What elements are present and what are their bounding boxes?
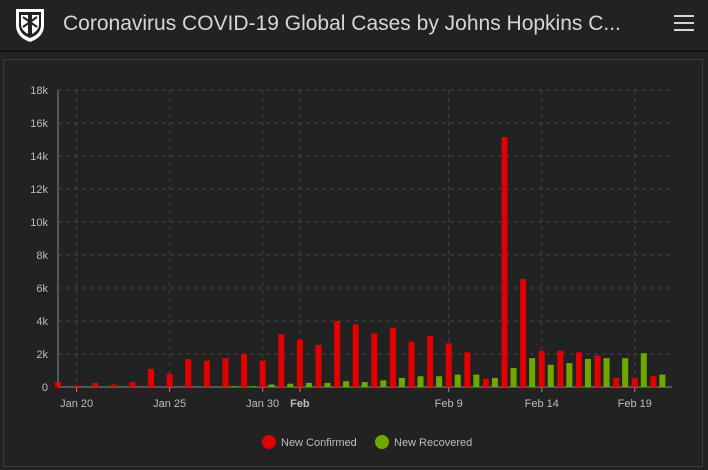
new-recovered-bar[interactable] — [324, 382, 331, 387]
new-recovered-bar[interactable] — [584, 358, 591, 387]
new-confirmed-bar[interactable] — [445, 343, 452, 387]
x-tick-label: Jan 20 — [60, 398, 93, 410]
new-confirmed-bar[interactable] — [110, 384, 117, 387]
legend-swatch-new-recovered — [375, 435, 389, 449]
new-recovered-bar[interactable] — [436, 376, 443, 387]
new-confirmed-bar[interactable] — [55, 382, 61, 387]
y-tick-label: 6k — [36, 283, 48, 295]
new-confirmed-bar[interactable] — [557, 350, 564, 387]
new-recovered-bar[interactable] — [417, 376, 424, 387]
new-recovered-bar[interactable] — [529, 358, 536, 387]
new-recovered-bar[interactable] — [380, 380, 387, 387]
x-tick-label: Feb 19 — [618, 398, 652, 410]
chart-panel: 0 2k 4k 6k 8k 10k 12k 14k 16k 18k Jan 20 Jan 25 Jan … — [3, 59, 703, 467]
new-confirmed-bar[interactable] — [73, 385, 80, 387]
daily-cases-chart: 0 2k 4k 6k 8k 10k 12k 14k 16k 18k Jan 20 Jan 25 Jan … — [30, 85, 672, 449]
new-recovered-bar[interactable] — [510, 368, 517, 387]
y-tick-label: 12k — [30, 184, 48, 196]
new-confirmed-bar[interactable] — [501, 137, 508, 387]
new-recovered-bar[interactable] — [603, 358, 610, 387]
legend-label-new-confirmed[interactable]: New Confirmed — [281, 437, 357, 449]
new-confirmed-bar[interactable] — [203, 360, 210, 387]
new-recovered-bar[interactable] — [566, 363, 573, 387]
y-tick-label: 14k — [30, 151, 48, 163]
new-confirmed-bar[interactable] — [464, 352, 471, 387]
new-recovered-bar[interactable] — [305, 382, 312, 387]
x-tick-label: Jan 30 — [246, 398, 279, 410]
new-recovered-bar[interactable] — [268, 384, 275, 387]
new-confirmed-bar[interactable] — [427, 335, 434, 387]
y-tick-label: 16k — [30, 118, 48, 130]
new-confirmed-bar[interactable] — [148, 368, 155, 387]
new-recovered-bar[interactable] — [454, 374, 461, 387]
new-confirmed-bar[interactable] — [334, 321, 341, 387]
new-confirmed-bar[interactable] — [408, 341, 415, 387]
new-confirmed-bar[interactable] — [482, 378, 489, 387]
new-confirmed-bar[interactable] — [92, 382, 99, 387]
y-tick-label: 18k — [30, 85, 48, 97]
new-confirmed-bar[interactable] — [185, 358, 192, 387]
y-tick-label: 0 — [42, 382, 48, 394]
app-header: Coronavirus COVID-19 Global Cases by Joh… — [0, 0, 708, 52]
new-confirmed-bar[interactable] — [520, 278, 527, 387]
new-confirmed-bar[interactable] — [389, 327, 396, 387]
new-recovered-bar[interactable] — [547, 364, 554, 387]
x-tick-label: Feb 14 — [525, 398, 559, 410]
x-tick-label: Feb — [290, 398, 310, 410]
y-tick-label: 2k — [36, 349, 48, 361]
legend-label-new-recovered[interactable]: New Recovered — [394, 437, 472, 449]
new-confirmed-bar[interactable] — [650, 376, 657, 387]
y-tick-label: 4k — [36, 316, 48, 328]
new-recovered-bar[interactable] — [231, 386, 238, 387]
legend-swatch-new-confirmed — [262, 435, 276, 449]
new-confirmed-bar[interactable] — [166, 373, 173, 387]
new-confirmed-bar[interactable] — [631, 377, 638, 387]
new-confirmed-bar[interactable] — [352, 324, 359, 387]
new-confirmed-bar[interactable] — [222, 358, 229, 387]
new-confirmed-bar[interactable] — [575, 352, 582, 387]
x-tick-label: Feb 9 — [435, 398, 463, 410]
new-confirmed-bar[interactable] — [129, 382, 136, 387]
new-confirmed-bar[interactable] — [259, 360, 266, 387]
new-confirmed-bar[interactable] — [278, 334, 285, 387]
page-title: Coronavirus COVID-19 Global Cases by Joh… — [63, 12, 621, 35]
x-tick-label: Jan 25 — [153, 398, 186, 410]
new-confirmed-bar[interactable] — [538, 350, 545, 387]
new-confirmed-bar[interactable] — [241, 354, 248, 387]
hamburger-menu-icon[interactable] — [674, 14, 694, 32]
y-tick-label: 10k — [30, 217, 48, 229]
new-recovered-bar[interactable] — [287, 383, 294, 387]
new-recovered-bar[interactable] — [473, 374, 480, 387]
new-recovered-bar[interactable] — [361, 382, 368, 387]
new-confirmed-bar[interactable] — [594, 355, 601, 387]
new-recovered-bar[interactable] — [343, 381, 350, 387]
new-confirmed-bar[interactable] — [296, 339, 303, 387]
university-shield-icon — [16, 9, 44, 42]
new-recovered-bar[interactable] — [622, 358, 629, 387]
new-confirmed-bar[interactable] — [371, 333, 378, 387]
new-confirmed-bar[interactable] — [613, 377, 620, 387]
y-tick-label: 8k — [36, 250, 48, 262]
new-confirmed-bar[interactable] — [315, 344, 322, 387]
new-recovered-bar[interactable] — [250, 386, 257, 387]
new-recovered-bar[interactable] — [491, 377, 498, 387]
new-recovered-bar[interactable] — [640, 353, 647, 387]
new-recovered-bar[interactable] — [659, 374, 666, 387]
new-recovered-bar[interactable] — [398, 377, 405, 387]
